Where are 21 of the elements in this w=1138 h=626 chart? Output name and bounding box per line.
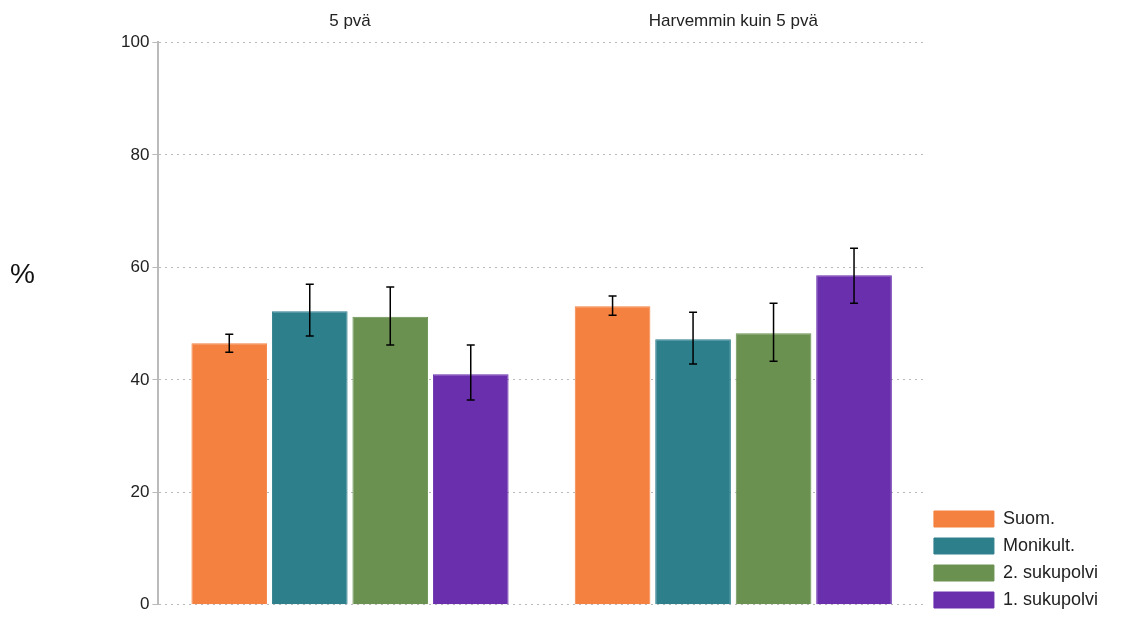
y-tick-label: 40 xyxy=(130,369,150,389)
legend-label: Suom. xyxy=(1002,507,1055,528)
bar xyxy=(352,316,429,605)
y-tick-label: 20 xyxy=(130,482,150,502)
x-tick-label: 5 pvä xyxy=(329,10,372,30)
legend-label: 2. sukupolvi xyxy=(1002,561,1099,582)
bar xyxy=(735,333,812,605)
bar xyxy=(574,306,651,605)
x-tick-label: Harvemmin kuin 5 pvä xyxy=(648,10,819,30)
y-tick-label: 60 xyxy=(130,257,150,277)
bar xyxy=(655,339,731,605)
y-axis-title: % xyxy=(10,258,35,290)
y-tick-label: 100 xyxy=(120,32,150,52)
legend-label: Monikult. xyxy=(1002,534,1075,555)
bar xyxy=(432,374,509,605)
bar xyxy=(816,275,892,605)
bar xyxy=(191,343,268,605)
y-tick-label: 80 xyxy=(130,144,150,164)
bar xyxy=(271,311,348,605)
legend-label: 1. sukupolvi xyxy=(1002,588,1099,609)
y-tick-label: 0 xyxy=(139,594,150,614)
